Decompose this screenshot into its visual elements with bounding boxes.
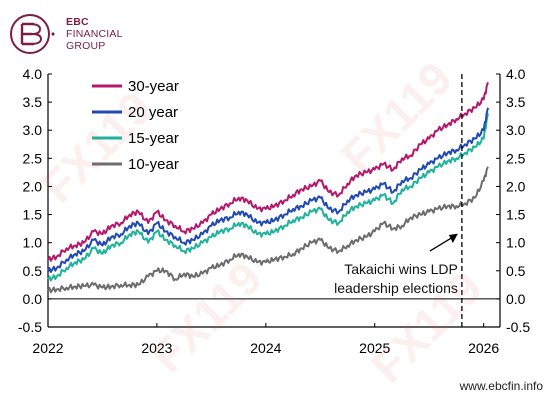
y-tick-label-right: 0.0 (506, 291, 526, 307)
brand-line-2: FINANCIAL (66, 28, 123, 40)
x-tick-label: 2025 (359, 340, 390, 356)
y-tick-label-left: 2.5 (23, 150, 43, 166)
x-tick-label: 2026 (468, 340, 499, 356)
x-tick-label: 2024 (250, 340, 281, 356)
y-tick-label-right: 3.0 (506, 122, 526, 138)
y-tick-label-right: 1.5 (506, 207, 526, 223)
series-line-10-year (47, 166, 489, 294)
x-tick-label: 2023 (141, 340, 172, 356)
annotation-arrow-shaft (429, 236, 454, 252)
brand-logo: EBC FINANCIAL GROUP (8, 10, 138, 56)
x-tick-label: 2022 (32, 340, 63, 356)
y-tick-label-left: 3.5 (23, 94, 43, 110)
y-tick-label-left: 0.0 (23, 291, 43, 307)
y-tick-label-right: -0.5 (506, 319, 530, 335)
brand-name: EBC FINANCIAL GROUP (66, 16, 123, 52)
annotation-arrow-head (448, 233, 458, 244)
legend-label: 30-year (128, 78, 179, 95)
brand-line-1: EBC (66, 16, 89, 28)
legend-label: 20 year (128, 104, 178, 121)
y-tick-label-left: 2.0 (23, 178, 43, 194)
legend-label: 10-year (128, 156, 179, 173)
y-tick-label-left: 1.5 (23, 207, 43, 223)
annotation-layer: Takaichi wins LDP leadership elections (334, 74, 463, 327)
series-line-20-year (47, 107, 489, 273)
annotation-text-line-2: leadership elections (334, 280, 458, 296)
y-tick-label-left: -0.5 (18, 319, 42, 335)
y-tick-label-right: 2.5 (506, 150, 526, 166)
annotation-text-line-1: Takaichi wins LDP (344, 261, 458, 277)
y-tick-label-left: 3.0 (23, 122, 43, 138)
y-tick-label-left: 1.0 (23, 235, 43, 251)
y-tick-label-right: 1.0 (506, 235, 526, 251)
y-tick-label-left: 4.0 (23, 66, 43, 82)
ebc-logo-icon (10, 14, 55, 54)
y-tick-label-right: 2.0 (506, 178, 526, 194)
legend-label: 15-year (128, 130, 179, 147)
website-url[interactable]: www.ebcfin.info (459, 379, 543, 393)
chart-axes: 4.0 4.0 3.5 3.5 3.0 3.0 2.5 2.5 2.0 2.0 1.5 1.5 1.0 1… (18, 66, 530, 356)
y-tick-label-right: 0.5 (506, 263, 526, 279)
series-line-15-year (47, 113, 489, 282)
series-line-30-year (47, 82, 489, 262)
legend: 30-year 20 year 15-year 10-year (92, 78, 179, 173)
y-tick-label-left: 0.5 (23, 263, 43, 279)
y-tick-label-right: 4.0 (506, 66, 526, 82)
y-tick-label-right: 3.5 (506, 94, 526, 110)
brand-line-3: GROUP (66, 40, 106, 52)
series-lines (47, 82, 489, 294)
